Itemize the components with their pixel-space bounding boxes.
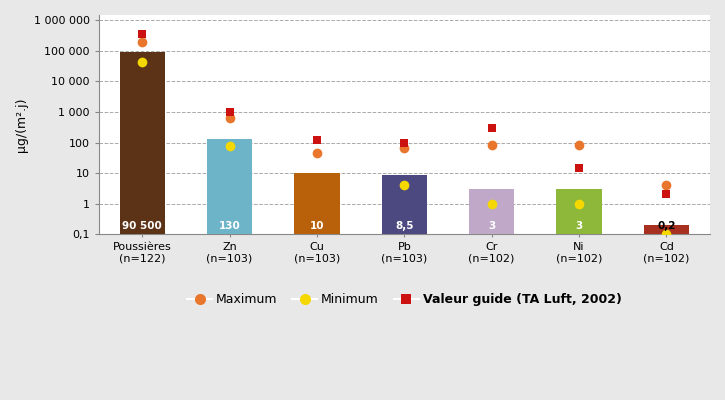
Bar (294, 173, 339, 400)
Text: 3: 3 (488, 221, 495, 231)
Bar (381, 175, 427, 400)
Bar (556, 189, 602, 400)
Text: 3: 3 (576, 221, 583, 231)
Bar (120, 52, 165, 400)
Legend: Maximum, Minimum, Valeur guide (TA Luft, 2002): Maximum, Minimum, Valeur guide (TA Luft,… (182, 288, 626, 311)
Bar (207, 139, 252, 400)
Text: 0,2: 0,2 (657, 221, 676, 231)
Text: 8,5: 8,5 (395, 221, 413, 231)
Y-axis label: µg/(m².j): µg/(m².j) (15, 97, 28, 152)
Text: 90 500: 90 500 (123, 221, 162, 231)
Text: 130: 130 (219, 221, 241, 231)
Bar (644, 225, 689, 400)
Text: 10: 10 (310, 221, 324, 231)
Bar (469, 189, 514, 400)
